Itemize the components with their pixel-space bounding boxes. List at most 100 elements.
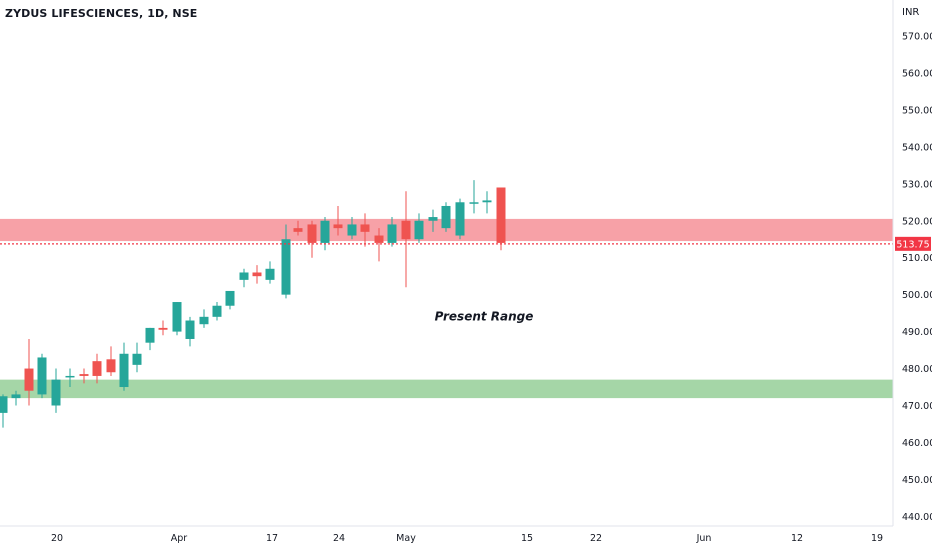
price-tick-label: 530.00 xyxy=(902,179,932,190)
candle-22 xyxy=(281,224,291,299)
candle-body xyxy=(374,235,384,243)
candle-30 xyxy=(387,217,397,247)
candle-9 xyxy=(106,346,116,376)
candle-24 xyxy=(307,220,317,258)
price-tick-label: 550.00 xyxy=(902,105,932,116)
candle-8 xyxy=(92,353,102,384)
candle-body xyxy=(360,224,370,232)
last-price-label: 513.75 xyxy=(895,236,931,251)
candle-31 xyxy=(401,191,411,288)
candle-23 xyxy=(293,220,303,236)
candle-7 xyxy=(79,368,89,384)
currency-label: INR xyxy=(902,7,919,18)
candle-body xyxy=(132,353,142,365)
last-price-box xyxy=(895,236,931,251)
candle-2 xyxy=(11,390,21,406)
time-tick-label: 22 xyxy=(590,533,602,544)
candle-body xyxy=(333,224,343,229)
candle-body xyxy=(37,357,47,395)
candle-body xyxy=(65,375,75,378)
candle-33 xyxy=(428,209,438,232)
candle-body xyxy=(347,224,357,236)
price-tick-label: 510.00 xyxy=(902,253,932,264)
candle-body xyxy=(414,220,424,240)
candle-5 xyxy=(51,368,61,413)
candle-20 xyxy=(252,265,262,284)
time-tick-label: 17 xyxy=(266,533,278,544)
candle-body xyxy=(239,272,249,280)
candle-26 xyxy=(333,205,343,236)
candle-body xyxy=(158,327,168,330)
candle-body xyxy=(185,320,195,339)
annotation-present-range: Present Range xyxy=(435,310,534,324)
candle-16 xyxy=(199,309,209,328)
price-tick-label: 440.00 xyxy=(902,512,932,523)
candle-21 xyxy=(265,261,275,284)
candle-body xyxy=(387,224,397,243)
candle-29 xyxy=(374,228,384,262)
candle-body xyxy=(119,353,129,388)
candle-35 xyxy=(455,198,465,240)
candle-15 xyxy=(185,316,195,347)
candle-body xyxy=(24,368,34,391)
candle-27 xyxy=(347,217,357,240)
price-tick-label: 490.00 xyxy=(902,327,932,338)
time-tick-label: 12 xyxy=(791,533,803,544)
time-tick-label: 20 xyxy=(51,533,63,544)
candle-body xyxy=(307,224,317,243)
price-tick-label: 540.00 xyxy=(902,142,932,153)
time-tick-label: 24 xyxy=(333,533,345,544)
price-tick-label: 460.00 xyxy=(902,438,932,449)
price-tick-label: 520.00 xyxy=(902,216,932,227)
candle-36 xyxy=(469,180,479,214)
candle-18 xyxy=(225,290,235,310)
price-tick-label: 570.00 xyxy=(902,32,932,43)
candle-body xyxy=(469,202,479,204)
candle-body xyxy=(455,202,465,236)
candle-body xyxy=(79,374,89,376)
candle-body xyxy=(212,305,222,317)
candle-14 xyxy=(172,302,182,336)
candle-1 xyxy=(0,394,8,428)
candle-38 xyxy=(496,187,506,251)
candle-body xyxy=(496,187,506,243)
price-tick-label: 480.00 xyxy=(902,364,932,375)
candle-body xyxy=(199,316,209,325)
price-axis: 570.00 560.00 550.00 540.00 530.00 520.00 510.… xyxy=(902,32,932,523)
candle-body xyxy=(293,228,303,232)
chart-title: ZYDUS LIFESCIENCES, 1D, NSE xyxy=(5,7,198,20)
candle-body xyxy=(11,394,21,399)
candle-6 xyxy=(65,368,75,388)
candle-body xyxy=(145,327,155,343)
candle-17 xyxy=(212,302,222,321)
zones-layer xyxy=(0,218,893,399)
support-zone xyxy=(0,379,893,399)
candle-25 xyxy=(320,217,330,251)
candle-body xyxy=(265,268,275,280)
price-tick-label: 500.00 xyxy=(902,290,932,301)
price-tick-label: 450.00 xyxy=(902,475,932,486)
candles-layer xyxy=(0,180,506,428)
candle-10 xyxy=(119,342,129,391)
candle-11 xyxy=(132,342,142,373)
candle-28 xyxy=(360,213,370,247)
candle-4 xyxy=(37,353,47,399)
candle-body xyxy=(401,220,411,240)
candle-body xyxy=(320,220,330,243)
candle-body xyxy=(252,272,262,277)
candle-body xyxy=(0,396,8,413)
time-tick-label: Jun xyxy=(696,533,712,544)
candle-13 xyxy=(158,320,168,336)
time-tick-label: May xyxy=(396,533,416,544)
candle-34 xyxy=(441,202,451,232)
candle-body xyxy=(441,205,451,229)
candle-12 xyxy=(145,327,155,351)
candle-body xyxy=(106,359,116,373)
candle-32 xyxy=(414,213,424,243)
time-tick-label: Apr xyxy=(171,533,188,544)
price-tick-label: 560.00 xyxy=(902,68,932,79)
candle-body xyxy=(92,361,102,376)
candle-body xyxy=(225,290,235,306)
